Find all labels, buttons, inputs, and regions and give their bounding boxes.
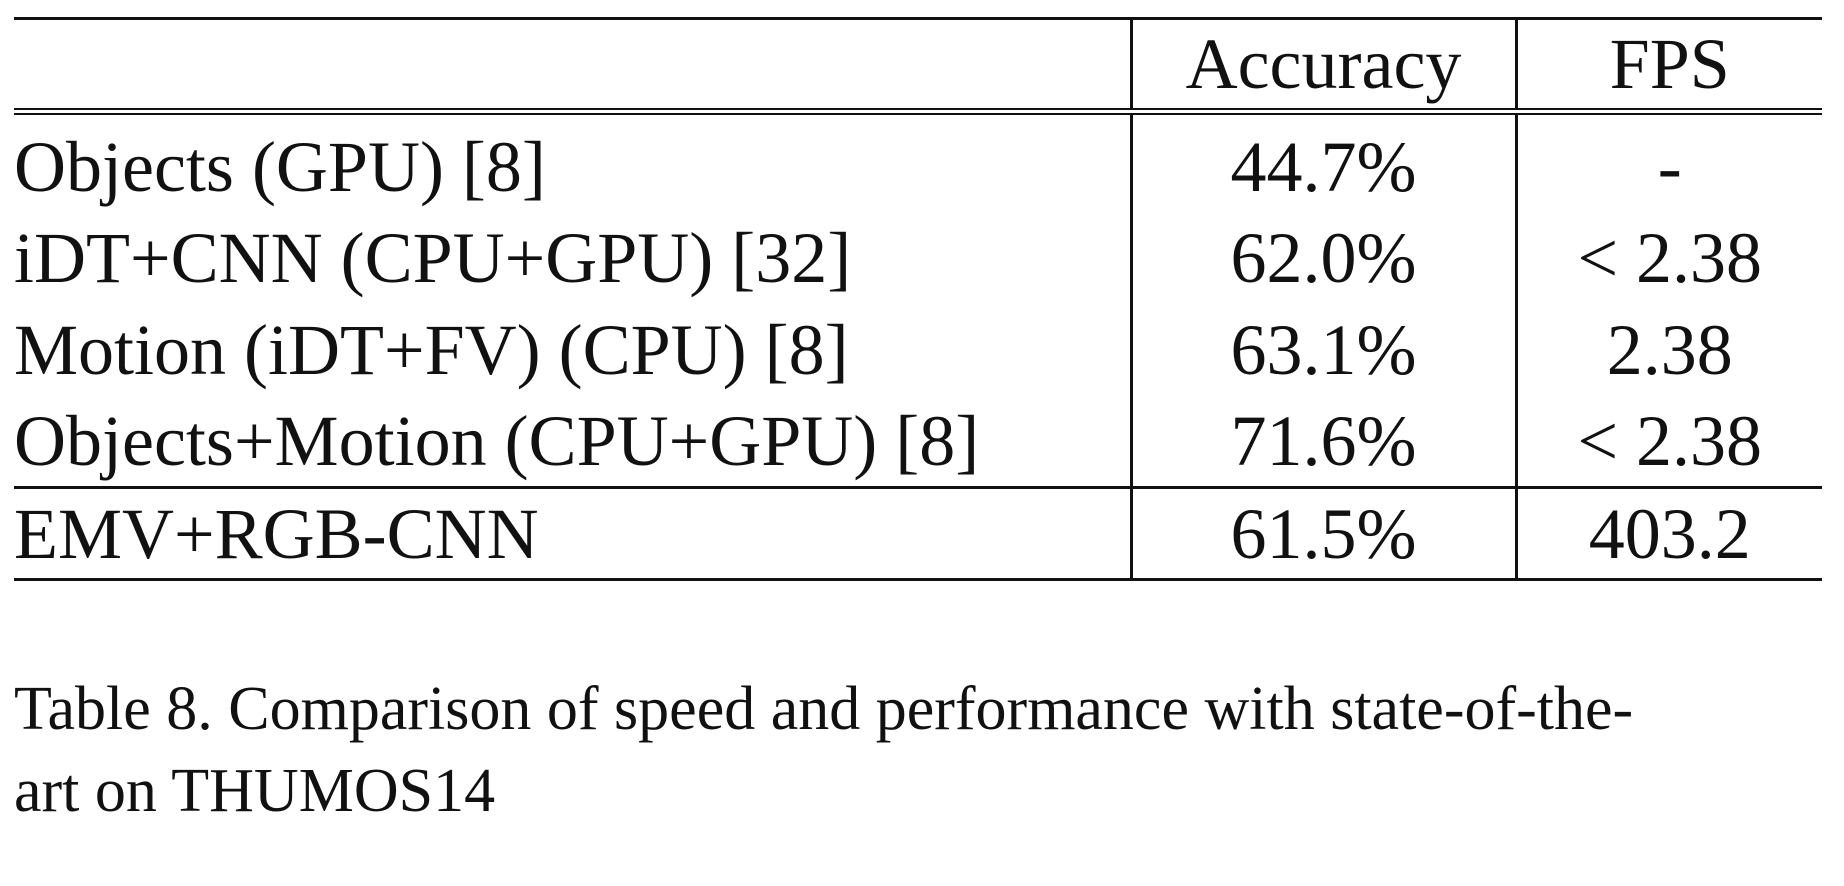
caption-line-1: Table 8. Comparison of speed and perform… [14, 675, 1634, 743]
accuracy-cell: 44.7% [1129, 111, 1516, 212]
accuracy-cell: 71.6% [1129, 395, 1516, 488]
fps-cell: < 2.38 [1514, 395, 1822, 488]
results-table: Accuracy FPS Objects (GPU) [8] 44.7% - i… [14, 17, 1822, 581]
table-body: Objects (GPU) [8] 44.7% - iDT+CNN (CPU+G… [14, 111, 1822, 581]
highlight-row: EMV+RGB-CNN 61.5% 403.2 [14, 486, 1822, 581]
accuracy-cell: 63.1% [1129, 303, 1516, 396]
header-row: Accuracy FPS [14, 17, 1822, 115]
method-cell: Objects+Motion (CPU+GPU) [8] [14, 400, 980, 481]
table-caption: Table 8. Comparison of speed and perform… [14, 668, 1824, 832]
header-fps: FPS [1514, 17, 1822, 115]
highlight-fps-cell: 403.2 [1514, 486, 1822, 581]
fps-cell: - [1514, 111, 1822, 212]
method-cell: iDT+CNN (CPU+GPU) [32] [14, 217, 852, 298]
table-header: Accuracy FPS [14, 17, 1822, 115]
table-row: iDT+CNN (CPU+GPU) [32] 62.0% < 2.38 [14, 211, 1822, 304]
method-cell: Objects (GPU) [8] [14, 127, 546, 208]
fps-cell: < 2.38 [1514, 211, 1822, 304]
highlight-method-cell: EMV+RGB-CNN [14, 486, 1131, 581]
results-table-container: Accuracy FPS Objects (GPU) [8] 44.7% - i… [14, 17, 1822, 581]
method-cell: Motion (iDT+FV) (CPU) [8] [14, 309, 849, 390]
header-accuracy: Accuracy [1129, 17, 1516, 115]
header-method [14, 17, 1131, 115]
table-row: Motion (iDT+FV) (CPU) [8] 63.1% 2.38 [14, 303, 1822, 396]
table-row: Objects+Motion (CPU+GPU) [8] 71.6% < 2.3… [14, 395, 1822, 488]
table-row: Objects (GPU) [8] 44.7% - [14, 111, 1822, 212]
accuracy-cell: 62.0% [1129, 211, 1516, 304]
fps-cell: 2.38 [1514, 303, 1822, 396]
caption-line-2: art on THUMOS14 [14, 757, 496, 825]
highlight-accuracy-cell: 61.5% [1129, 486, 1516, 581]
